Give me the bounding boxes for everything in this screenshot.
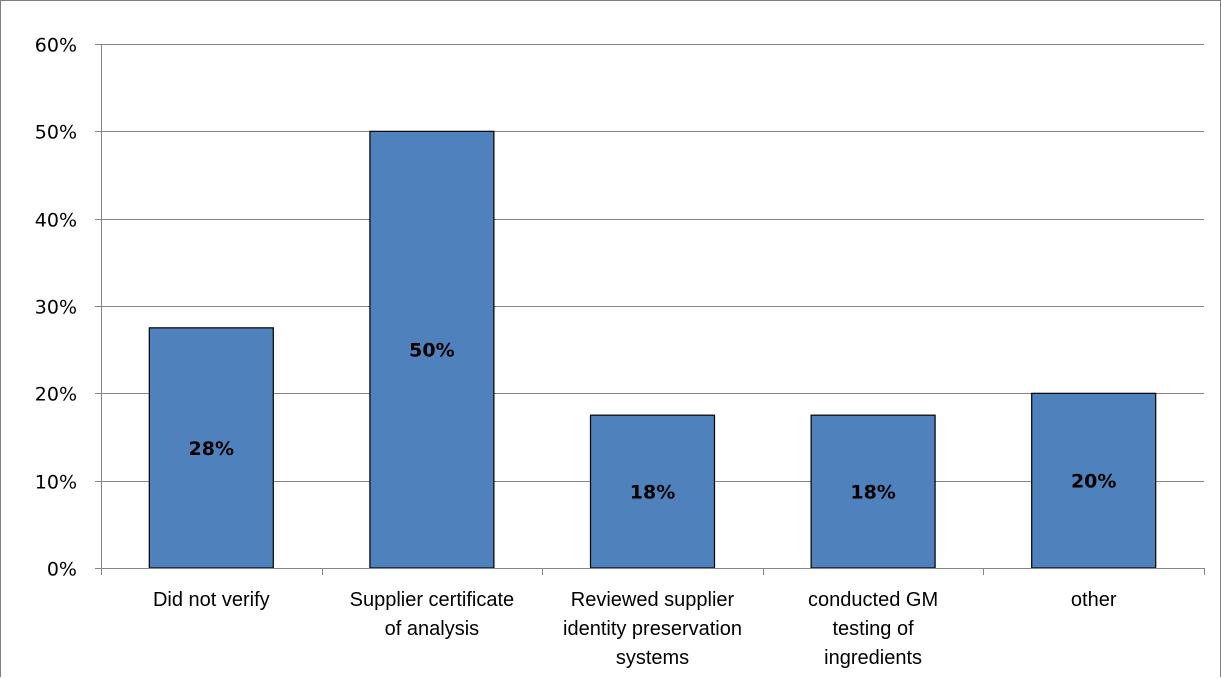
category-label: Reviewed supplier — [571, 589, 735, 611]
bars — [148, 130, 1157, 569]
data-label: 28% — [189, 438, 234, 460]
data-label: 20% — [1071, 471, 1116, 493]
category-label: Supplier certificate — [350, 589, 515, 611]
data-label: 18% — [850, 482, 895, 504]
bar — [1031, 392, 1157, 569]
category-label: ingredients — [824, 647, 922, 669]
y-axis-tick-labels: 0% 10% 20% 30% 40% 50% 60% — [35, 35, 77, 581]
y-tick-label: 30% — [35, 297, 77, 319]
bar — [810, 414, 936, 569]
data-labels: 28% 50% 18% 18% 20% — [189, 340, 1117, 504]
y-tick-label: 60% — [35, 35, 77, 57]
category-label: other — [1071, 589, 1117, 611]
data-label: 18% — [630, 482, 675, 504]
bar — [369, 130, 495, 569]
y-tick-label: 40% — [35, 210, 77, 232]
gridlines — [101, 44, 1204, 482]
x-axis-category-labels: Did not verify Supplier certificate of ana… — [153, 589, 1117, 669]
category-label: testing of — [833, 618, 915, 640]
y-tick-label: 20% — [35, 384, 77, 406]
y-tick-label: 10% — [35, 472, 77, 494]
bar — [589, 414, 716, 569]
axes — [95, 44, 1205, 575]
category-label: identity preservation — [563, 618, 742, 640]
category-label: systems — [616, 647, 689, 669]
category-label: Did not verify — [153, 589, 270, 611]
data-label: 50% — [409, 340, 454, 362]
y-tick-label: 50% — [35, 122, 77, 144]
y-tick-label: 0% — [47, 559, 77, 581]
category-label: conducted GM — [808, 589, 938, 611]
category-label: of analysis — [385, 618, 480, 640]
